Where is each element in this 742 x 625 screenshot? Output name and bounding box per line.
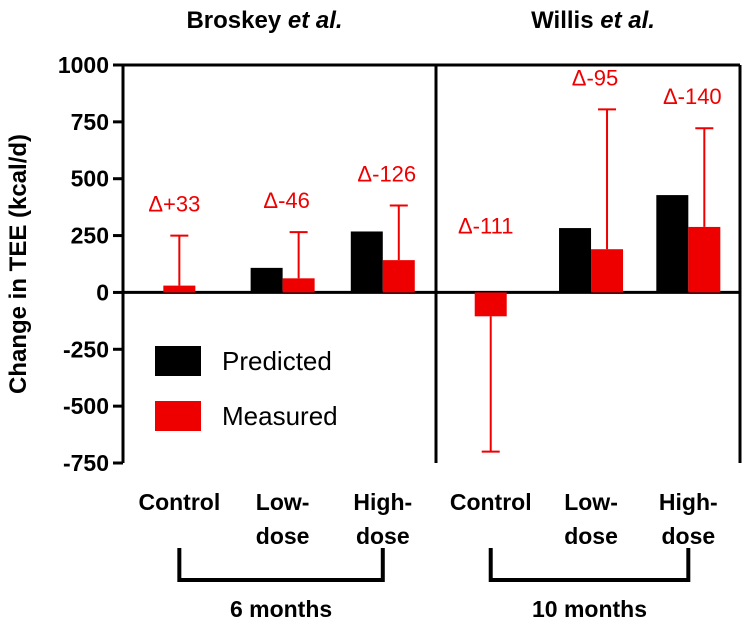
x-category-label: dose: [661, 523, 715, 549]
legend-label: Predicted: [222, 346, 332, 376]
panel-title-text: Broskey: [186, 7, 287, 34]
legend-swatch: [155, 401, 201, 431]
bar-measured: [688, 226, 721, 293]
x-category-label: Low-: [564, 489, 618, 515]
axes: 1000 750 500 250 0 -250 -500 -750 Change in TEE …: [5, 52, 742, 476]
period-bracket: [488, 548, 691, 582]
error-bars: [170, 108, 714, 453]
period-label: 10 months: [532, 596, 647, 622]
x-category-label: dose: [564, 523, 618, 549]
delta-label: Δ-140: [663, 84, 722, 109]
panels: Broskey et al. Willis et al.: [186, 7, 654, 34]
period-bracket: [177, 548, 385, 582]
panel-title-italic: et al.: [288, 7, 343, 34]
bar-measured: [474, 292, 507, 317]
labels: Δ+33 Control Δ-46 Low-dose Δ-126 High-dose 6 m…: [138, 65, 721, 622]
x-category-label: High-: [659, 489, 718, 515]
delta-label: Δ-95: [572, 65, 619, 90]
bar-measured: [282, 278, 315, 293]
delta-label: Δ+33: [148, 192, 200, 217]
bar-measured: [163, 285, 196, 293]
legend-label: Measured: [222, 401, 338, 431]
x-category-label: Low-: [256, 489, 310, 515]
bar-predicted: [250, 267, 283, 293]
bar-measured: [591, 249, 624, 293]
period-label: 6 months: [230, 596, 332, 622]
legend-swatch: [155, 346, 201, 376]
bar-measured: [382, 260, 415, 293]
x-category-label: Control: [138, 489, 220, 515]
panel-title: Willis et al.: [531, 7, 655, 34]
delta-label: Δ-46: [263, 188, 310, 213]
y-tick-label: -750: [63, 450, 109, 476]
legend: Predicted Measured: [155, 346, 338, 431]
x-category-label: Control: [450, 489, 532, 515]
y-tick-label: 250: [71, 223, 109, 249]
delta-label: Δ-126: [357, 162, 416, 187]
y-tick-label: -500: [63, 393, 109, 419]
y-tick-label: 0: [96, 279, 109, 305]
bar-predicted: [350, 231, 383, 293]
y-axis-title: Change in TEE (kcal/d): [5, 134, 32, 394]
panel-title-italic: et al.: [600, 7, 655, 34]
x-category-label: dose: [256, 523, 310, 549]
y-tick-label: 750: [71, 109, 109, 135]
bar-predicted: [656, 195, 689, 293]
x-category-label: dose: [356, 523, 410, 549]
x-category-label: High-: [353, 489, 412, 515]
y-tick-label: 500: [71, 166, 109, 192]
panel-title-text: Willis: [531, 7, 600, 34]
delta-label: Δ-111: [458, 213, 513, 238]
bar-predicted: [559, 228, 592, 293]
panel-title: Broskey et al.: [186, 7, 342, 34]
y-tick-label: 1000: [58, 52, 109, 78]
y-tick-label: -250: [63, 336, 109, 362]
bars: [163, 195, 721, 317]
